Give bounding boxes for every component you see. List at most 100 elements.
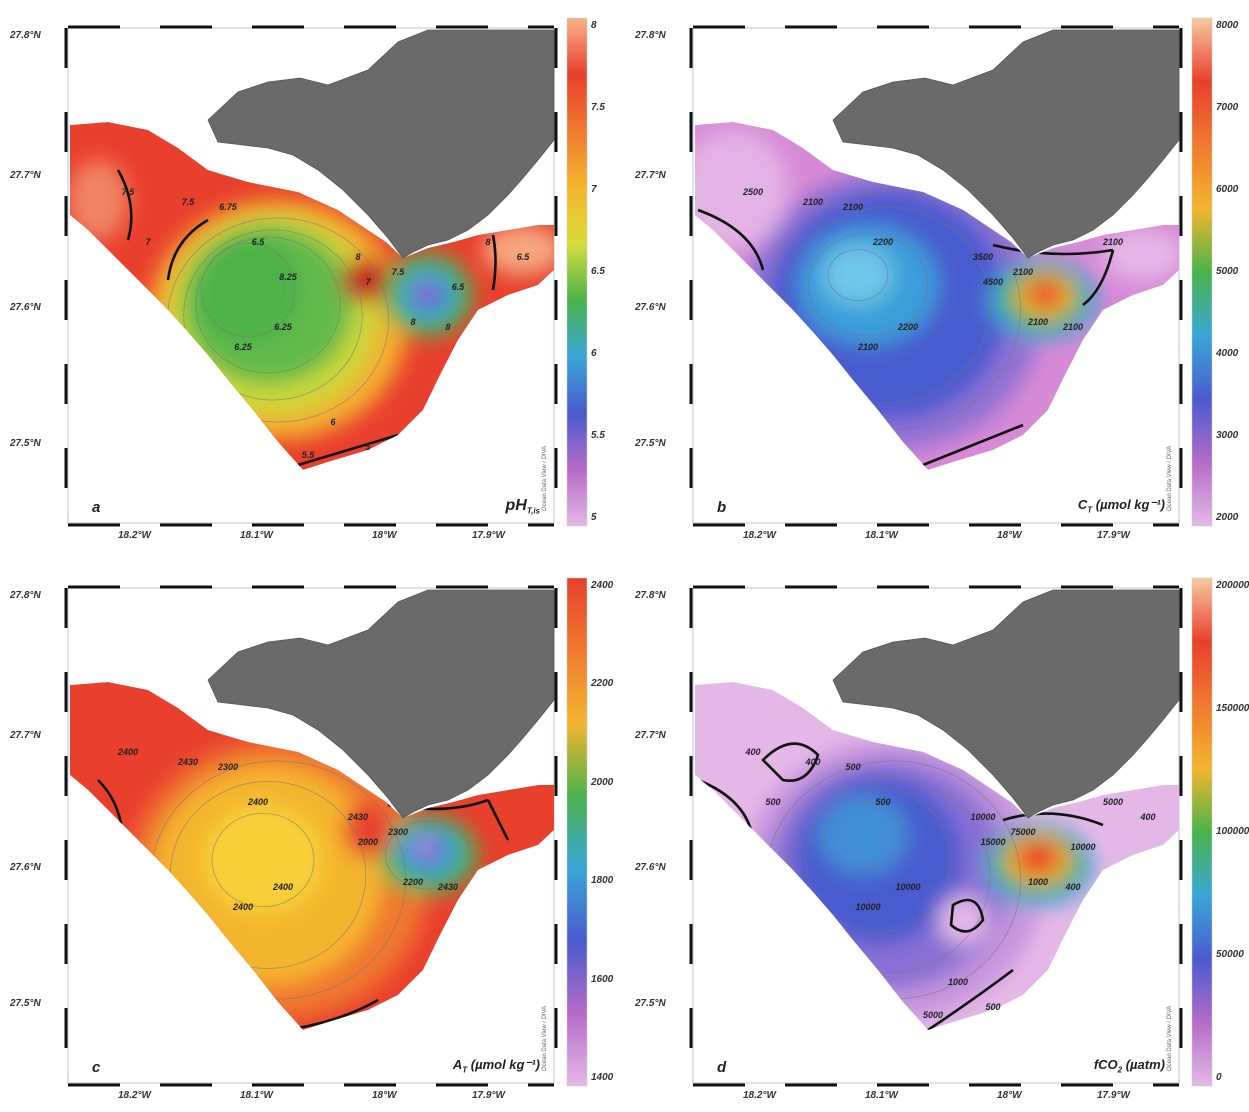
contour-label: 7.5 xyxy=(122,187,136,197)
colorbar-tick-label: 1400 xyxy=(591,1072,613,1083)
contour-label: 400 xyxy=(804,757,820,767)
lon-label: 18.2°W xyxy=(743,1090,776,1101)
contour-label: 5000 xyxy=(923,1010,943,1020)
colorbar-tick-label: 8000 xyxy=(1216,20,1238,31)
colorbar xyxy=(1192,578,1212,1086)
contour-label: 2100 xyxy=(842,202,863,212)
colorbar-tick-label: 2200 xyxy=(591,678,613,689)
contour-label: 2100 xyxy=(857,342,878,352)
contour-label: 8 xyxy=(355,252,360,262)
variable-name: fCO xyxy=(1094,1057,1118,1072)
colorbar-tick-label: 8 xyxy=(591,20,597,31)
contour-label: 3500 xyxy=(973,252,993,262)
contour-label: 2430 xyxy=(437,882,458,892)
map-svg-c: 2400 2430 2300 2400 2400 2400 2430 2000 2300 2200… xyxy=(0,560,625,1112)
contour-label: 1000 xyxy=(948,977,968,987)
contour-label: 6.5 xyxy=(517,252,531,262)
contour-label: 2400 xyxy=(117,747,138,757)
colorbar-tick-label: 2000 xyxy=(591,777,613,788)
lat-label: 27.5°N xyxy=(10,998,41,1009)
contour-label: 8.25 xyxy=(279,272,298,282)
contour-label: 10000 xyxy=(970,812,995,822)
contour-label: 2300 xyxy=(387,827,408,837)
lon-label: 17.9°W xyxy=(472,530,505,541)
contour-label: 10000 xyxy=(855,902,880,912)
colorbar xyxy=(1192,18,1212,526)
variable-label: fCO2 (µatm) xyxy=(1094,1057,1165,1075)
contour-label: 2200 xyxy=(402,877,423,887)
lat-label: 27.7°N xyxy=(635,730,666,741)
lon-label: 17.9°W xyxy=(472,1090,505,1101)
contour-label: 2400 xyxy=(272,882,293,892)
colorbar-tick-label: 1800 xyxy=(591,875,613,886)
variable-name: pH xyxy=(505,497,526,514)
panel-letter: b xyxy=(717,499,726,516)
colorbar xyxy=(567,578,587,1086)
odv-credit: Ocean Data View / DIVA xyxy=(542,1006,548,1071)
colorbar-tick-label: 5.5 xyxy=(591,430,605,441)
variable-subscript: T,is xyxy=(527,507,540,516)
lat-label: 27.6°N xyxy=(10,302,41,313)
contour-label: 6.25 xyxy=(234,342,253,352)
lon-label: 17.9°W xyxy=(1097,1090,1130,1101)
lon-label: 18.2°W xyxy=(118,1090,151,1101)
lon-label: 18°W xyxy=(997,530,1022,541)
contour-label: 500 xyxy=(845,762,860,772)
contour-label: 7.5 xyxy=(392,267,406,277)
map-panel-d: 400 400 500 500 10000 10000 10000 15000 75000 100… xyxy=(625,560,1249,1112)
contour-label: 2500 xyxy=(742,187,763,197)
variable-units: (µmol kg⁻¹) xyxy=(467,1057,540,1072)
colorbar-tick-label: 2400 xyxy=(591,580,613,591)
contour-label: 2100 xyxy=(1102,237,1123,247)
contour-label: 8 xyxy=(410,317,415,327)
colorbar-tick-label: 200000 xyxy=(1216,580,1249,591)
colorbar-tick-label: 100000 xyxy=(1216,826,1249,837)
colorbar-tick-label: 2000 xyxy=(1216,512,1238,523)
colorbar-tick-label: 0 xyxy=(1216,1072,1222,1083)
variable-name: C xyxy=(1078,497,1087,512)
colorbar-tick-label: 7 xyxy=(591,184,597,195)
lon-label: 18.2°W xyxy=(743,530,776,541)
map-svg-d: 400400 5005001000010000100001500075000100… xyxy=(625,560,1249,1112)
contour-label: 10000 xyxy=(1070,842,1095,852)
colorbar-tick-label: 6000 xyxy=(1216,184,1238,195)
colorbar-tick-label: 6 xyxy=(591,348,597,359)
colorbar-tick-label: 6.5 xyxy=(591,266,605,277)
contour-label: 10000 xyxy=(895,882,920,892)
contour-label: 15000 xyxy=(980,837,1005,847)
lat-label: 27.6°N xyxy=(10,862,41,873)
colorbar-tick-label: 5 xyxy=(591,512,597,523)
variable-units: (µmol kg⁻¹) xyxy=(1092,497,1165,512)
contour-label: 500 xyxy=(765,797,780,807)
lon-label: 18°W xyxy=(372,1090,397,1101)
lat-label: 27.8°N xyxy=(10,30,41,41)
contour-label: 2400 xyxy=(247,797,268,807)
lat-label: 27.5°N xyxy=(635,438,666,449)
contour-label: 2100 xyxy=(802,197,823,207)
contour-label: 2000 xyxy=(357,837,378,847)
variable-label: CT (µmol kg⁻¹) xyxy=(1078,497,1165,515)
panel-letter: c xyxy=(92,1059,100,1076)
lat-label: 27.8°N xyxy=(635,590,666,601)
contour-label: 2430 xyxy=(347,812,368,822)
contour-label: 500 xyxy=(985,1002,1000,1012)
contour-label: 8 xyxy=(485,237,490,247)
colorbar xyxy=(567,18,587,526)
colorbar-tick-label: 1600 xyxy=(591,974,613,985)
lat-label: 27.6°N xyxy=(635,302,666,313)
lat-label: 27.7°N xyxy=(10,730,41,741)
variable-units: (µatm) xyxy=(1122,1057,1165,1072)
colorbar-tick-label: 3000 xyxy=(1216,430,1238,441)
lat-label: 27.8°N xyxy=(635,30,666,41)
contour-label: 2430 xyxy=(177,757,198,767)
map-panel-b: 2500 2100 2100 2200 2200 2100 3500 4500 2100 2100… xyxy=(625,0,1249,552)
lat-label: 27.5°N xyxy=(10,438,41,449)
lon-label: 18.2°W xyxy=(118,530,151,541)
lat-label: 27.7°N xyxy=(10,170,41,181)
lon-label: 18.1°W xyxy=(865,530,898,541)
colorbar-tick-label: 50000 xyxy=(1216,949,1244,960)
odv-credit: Ocean Data View / DIVA xyxy=(542,446,548,511)
contour-label: 400 xyxy=(1139,812,1155,822)
colorbar-tick-label: 150000 xyxy=(1216,703,1249,714)
variable-label: AT (µmol kg⁻¹) xyxy=(453,1057,540,1075)
